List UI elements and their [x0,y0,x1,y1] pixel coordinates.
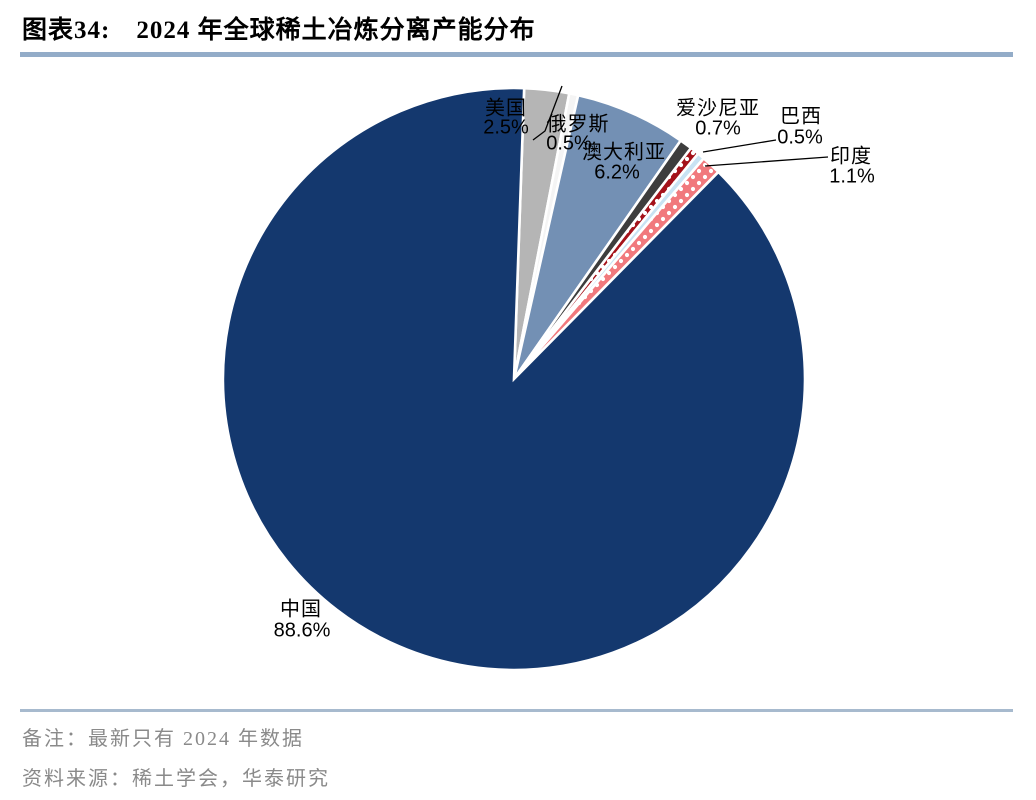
pie-wedges [221,86,807,672]
pie-slice-中国 [221,86,807,672]
figure-title: 2024 年全球稀土冶炼分离产能分布 [136,17,536,44]
us-leader-line [532,85,563,141]
title-divider-line [20,52,1013,57]
pct-estonia: 0.7% [695,117,741,140]
label-india: 印度 [830,145,872,168]
india-leader-line [704,156,829,167]
pct-brazil: 0.5% [777,126,823,149]
note-text: 备注：最新只有 2024 年数据 [22,728,304,750]
chart-bottom-divider-line [20,709,1013,712]
label-russia: 俄罗斯 [546,113,610,136]
label-china: 中国 [280,598,322,621]
figure-header: 图表34: 2024 年全球稀土冶炼分离产能分布 [22,10,1012,46]
label-leader-lines [532,85,829,167]
pct-india: 1.1% [829,165,875,188]
label-australia: 澳大利亚 [582,141,666,164]
label-usa: 美国 [485,97,527,120]
source-text: 资料来源：稀土学会，华泰研究 [22,768,330,790]
pct-russia: 0.5% [546,132,592,155]
pct-australia: 6.2% [594,161,640,184]
figure-number-label: 图表34: [22,17,111,44]
label-estonia: 爱沙尼亚 [676,97,760,120]
label-brazil: 巴西 [780,105,822,128]
brazil-leader-line [702,139,777,153]
pct-usa: 2.5% [483,116,529,139]
pct-china: 88.6% [273,619,331,642]
